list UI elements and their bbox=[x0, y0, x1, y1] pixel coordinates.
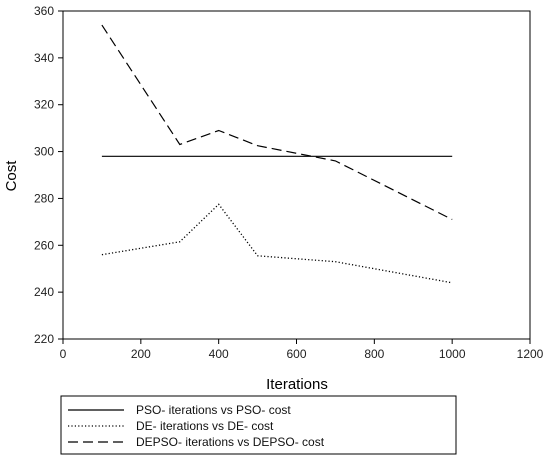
x-tick-label: 600 bbox=[286, 347, 306, 361]
y-tick-label: 360 bbox=[34, 4, 54, 18]
y-tick-label: 280 bbox=[34, 191, 54, 205]
x-tick-label: 0 bbox=[60, 347, 67, 361]
y-axis-title: Cost bbox=[3, 160, 20, 192]
y-tick-label: 300 bbox=[34, 145, 54, 159]
x-tick-label: 800 bbox=[364, 347, 384, 361]
legend-label: DEPSO- iterations vs DEPSO- cost bbox=[136, 435, 325, 449]
x-tick-label: 400 bbox=[209, 347, 229, 361]
x-tick-label: 1000 bbox=[439, 347, 466, 361]
legend-label: DE- iterations vs DE- cost bbox=[136, 419, 274, 433]
x-tick-label: 1200 bbox=[517, 347, 544, 361]
y-tick-label: 320 bbox=[34, 98, 54, 112]
plot-area: 0 200 400 600 800 1000 1200 220 240 260 280 300 320 3… bbox=[34, 4, 544, 361]
legend-label: PSO- iterations vs PSO- cost bbox=[136, 403, 291, 417]
y-tick-label: 260 bbox=[34, 238, 54, 252]
series-line-dashed bbox=[101, 24, 453, 221]
y-tick-label: 340 bbox=[34, 51, 54, 65]
y-tick-label: 220 bbox=[34, 332, 54, 346]
legend: PSO- iterations vs PSO- cost DE- iteratio… bbox=[60, 395, 457, 455]
x-axis-title: Iterations bbox=[266, 376, 328, 393]
legend-box bbox=[60, 395, 457, 455]
y-tick-label: 240 bbox=[34, 285, 54, 299]
x-tick-label: 200 bbox=[131, 347, 151, 361]
